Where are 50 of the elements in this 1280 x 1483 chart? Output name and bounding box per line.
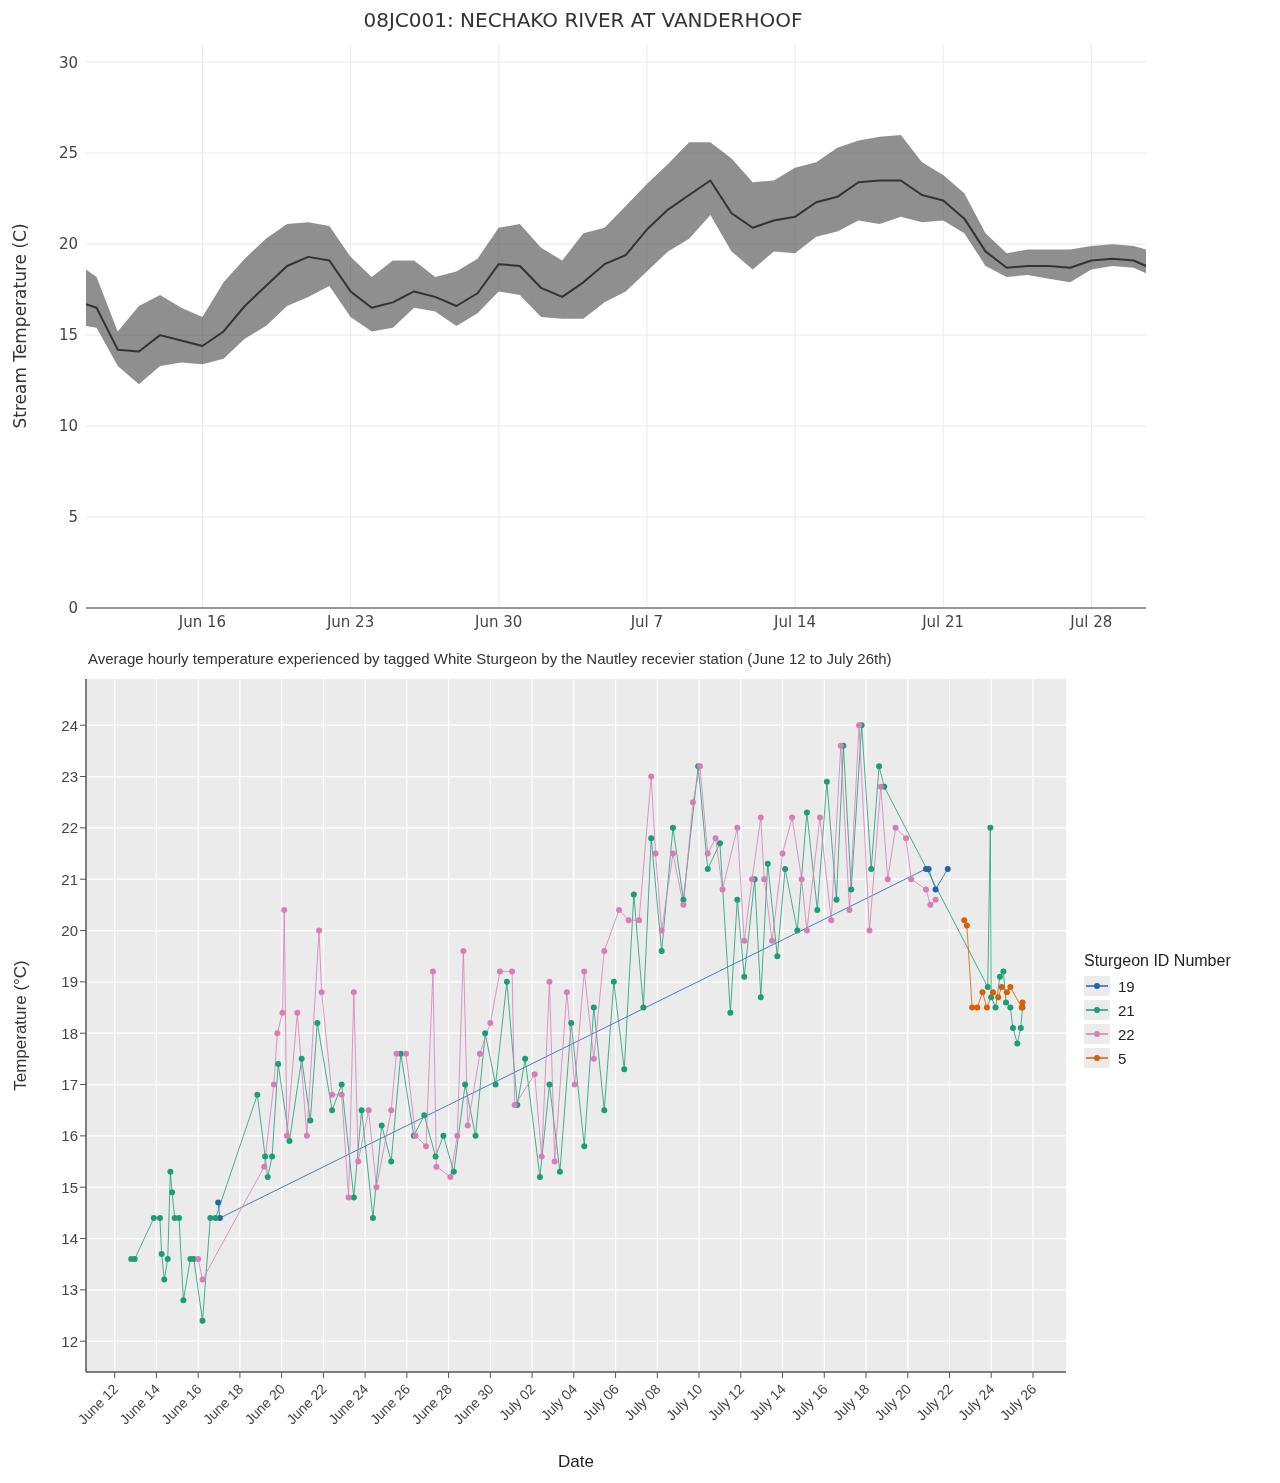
x-tick-label: July 10 <box>662 1380 706 1424</box>
legend-label: 5 <box>1118 1049 1127 1067</box>
x-tick-label: July 12 <box>704 1380 748 1424</box>
y-axis-title: Temperature (°C) <box>11 960 31 1091</box>
y-tick-label: 13 <box>61 1281 78 1299</box>
x-tick-label: July 26 <box>996 1380 1040 1424</box>
y-tick-label: 17 <box>61 1075 78 1093</box>
y-tick-label: 18 <box>61 1024 78 1042</box>
x-tick-label: Jul 21 <box>921 612 965 631</box>
x-tick-label: July 24 <box>954 1380 998 1424</box>
y-tick-label: 30 <box>58 53 78 72</box>
legend-title: Sturgeon ID Number <box>1084 952 1231 969</box>
y-axis-title: Stream Temperature (C) <box>10 223 31 429</box>
y-tick-label: 19 <box>61 973 78 991</box>
x-tick-label: Jun 30 <box>474 612 523 631</box>
y-tick-label: 20 <box>61 921 78 939</box>
y-tick-label: 23 <box>61 767 78 785</box>
legend-label: 21 <box>1118 1001 1135 1019</box>
y-tick-label: 25 <box>58 144 78 163</box>
x-tick-label: July 20 <box>871 1380 915 1424</box>
x-tick-label: Jul 14 <box>773 612 816 631</box>
y-tick-label: 15 <box>58 326 78 345</box>
x-tick-label: July 14 <box>746 1380 790 1424</box>
x-tick-label: July 06 <box>579 1380 623 1424</box>
y-tick-label: 21 <box>61 870 78 888</box>
x-tick-label: Jul 7 <box>629 612 664 631</box>
x-tick-label: July 16 <box>787 1380 831 1424</box>
y-tick-label: 0 <box>68 599 78 618</box>
y-tick-label: 5 <box>68 508 78 527</box>
chart-title: 08JC001: NECHAKO RIVER AT VANDERHOOF <box>363 8 803 32</box>
x-tick-label: July 18 <box>829 1380 873 1424</box>
x-tick-label: Jul 28 <box>1069 612 1113 631</box>
x-axis-title: Date <box>558 1452 594 1471</box>
y-tick-label: 22 <box>61 819 78 837</box>
x-tick-label: July 02 <box>495 1380 539 1424</box>
x-tick-label: July 22 <box>913 1380 956 1424</box>
x-tick-label: July 04 <box>537 1380 581 1424</box>
y-tick-label: 10 <box>58 417 78 436</box>
legend-label: 19 <box>1118 977 1135 995</box>
legend-label: 22 <box>1118 1025 1135 1043</box>
y-tick-label: 24 <box>61 716 78 734</box>
x-tick-label: Jun 23 <box>325 612 375 631</box>
x-tick-label: Jun 16 <box>177 612 227 631</box>
y-tick-label: 12 <box>61 1332 78 1350</box>
y-tick-label: 15 <box>61 1178 78 1196</box>
y-tick-label: 20 <box>58 235 78 254</box>
y-tick-label: 16 <box>61 1127 78 1145</box>
chart-title: Average hourly temperature experienced by tagged White Sturgeon by the Nautley recevier station (June 12 to July 26th) <box>88 650 892 667</box>
y-tick-label: 14 <box>61 1229 78 1247</box>
x-tick-label: July 08 <box>620 1380 664 1424</box>
